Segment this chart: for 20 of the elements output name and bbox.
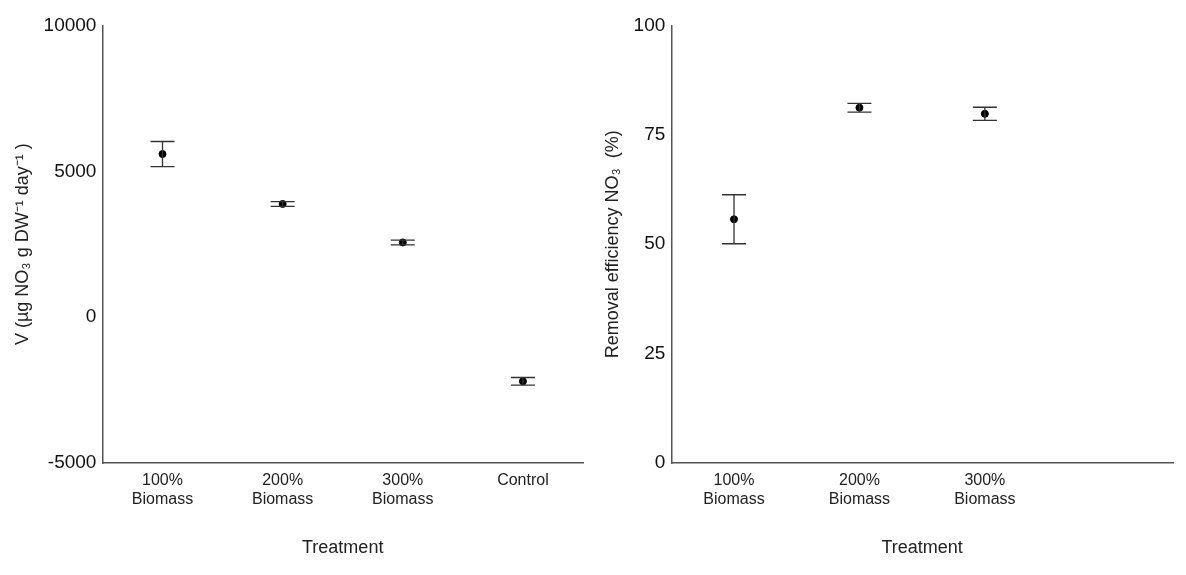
- x-tick-label: 200% Biomass: [251, 471, 314, 508]
- y-tick-label: 75: [644, 123, 666, 145]
- y-tick-label: -5000: [47, 451, 97, 473]
- y-tick-label: 0: [85, 305, 97, 327]
- x-tick-label: 100% Biomass: [703, 471, 765, 508]
- y-tick-label: 10000: [43, 13, 97, 35]
- y-tick-label: 100: [633, 13, 666, 35]
- y-tick-label: 0: [654, 451, 666, 473]
- y-tick-label: 5000: [54, 159, 97, 181]
- y-tick-label: 50: [644, 232, 666, 254]
- x-tick-label: Control: [497, 471, 549, 489]
- x-tick-label: 300% Biomass: [954, 471, 1016, 508]
- y-tick-label: 25: [644, 341, 666, 363]
- y-axis-title: Removal efficiency NO₃ (%): [601, 130, 622, 359]
- x-tick-label: 300% Biomass: [372, 471, 434, 508]
- x-tick-label: 200% Biomass: [828, 471, 891, 508]
- y-axis-title: V (µg NO₃ g DW⁻¹ day⁻¹ ): [11, 143, 32, 346]
- x-axis-title: Treatment: [881, 537, 963, 558]
- x-axis-title: Treatment: [302, 537, 384, 558]
- x-tick-label: 100% Biomass: [131, 471, 194, 508]
